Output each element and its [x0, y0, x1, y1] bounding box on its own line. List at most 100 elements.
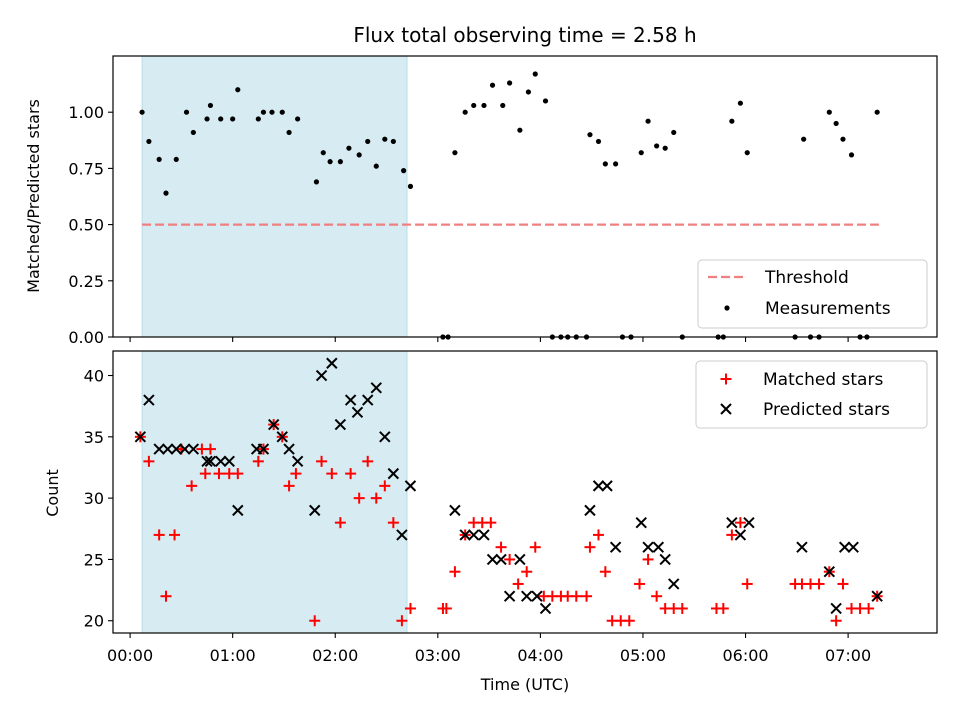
cross-b [521, 590, 533, 602]
measurement-point [204, 116, 210, 122]
measurement-point [471, 102, 477, 109]
measurement-point [671, 129, 677, 136]
cross-b [351, 406, 364, 419]
predicted-star-point [495, 553, 507, 566]
cross-b [326, 357, 338, 369]
measurement-point [532, 71, 538, 77]
cross-b [601, 480, 613, 492]
matched-star-point [440, 602, 452, 614]
measurement-point [356, 152, 362, 158]
predicted-star-point [726, 516, 738, 529]
cross-b [539, 602, 552, 615]
predicted-star-point [539, 602, 552, 615]
matched-star-point [387, 517, 399, 529]
measurement-point [407, 183, 414, 189]
predicted-star-point [204, 455, 217, 468]
bottom-xtick-label: 03:00 [415, 646, 461, 665]
predicted-star-point [468, 529, 480, 541]
predicted-star-point [179, 443, 191, 455]
measurement-point [260, 109, 267, 115]
matched-star-point [252, 455, 264, 467]
matched-star-point [741, 578, 753, 590]
matched-star-point [309, 615, 321, 627]
legend-measurements-label: Measurements [765, 299, 891, 319]
measurement-point [587, 132, 593, 138]
cross-b [659, 553, 671, 566]
predicted-star-point [584, 504, 596, 517]
predicted-star-point [592, 480, 605, 492]
measurement-point [613, 161, 619, 167]
matched-star-point [326, 468, 338, 480]
matched-star-point [726, 529, 738, 541]
measurement-point [163, 190, 169, 196]
top-ytick-label: 0.50 [68, 216, 104, 235]
measurement-point [729, 118, 735, 124]
matched-star-point [830, 615, 842, 627]
matched-star-point [379, 480, 391, 492]
matched-star-point [837, 578, 849, 590]
cross-b [143, 394, 155, 406]
matched-star-point [449, 566, 461, 578]
predicted-star-point [170, 443, 182, 455]
cross-b [635, 516, 647, 529]
top-ylabel: Matched/Predicted stars [24, 99, 43, 293]
measurement-point [452, 150, 458, 156]
measurement-point [840, 136, 846, 142]
measurement-point [346, 145, 352, 151]
predicted-star-point [187, 443, 200, 455]
measurement-point [602, 161, 608, 167]
measurement-point [269, 109, 275, 115]
bottom-ytick-label: 30 [84, 489, 104, 508]
matched-star-point [370, 492, 382, 504]
matched-star-point [813, 578, 825, 590]
predicted-star-point [153, 443, 165, 455]
cross-b [201, 455, 213, 468]
cross-b [204, 455, 217, 468]
cross-b [609, 541, 622, 553]
cross-b [514, 553, 526, 566]
bottom-xtick-label: 07:00 [825, 646, 871, 665]
measurement-point [183, 109, 190, 115]
cross-b [334, 418, 347, 431]
cross-b [449, 504, 461, 517]
cross-b [468, 529, 480, 541]
predicted-star-point [531, 590, 543, 602]
cross-b [743, 516, 755, 529]
cross-b [257, 443, 270, 455]
bottom-xtick-label: 01:00 [210, 646, 256, 665]
measurement-point [373, 163, 379, 169]
cross-b [796, 541, 808, 553]
legend-matched-label: Matched stars [763, 370, 883, 390]
predicted-star-point [871, 590, 883, 602]
measurement-point [320, 150, 326, 156]
predicted-star-point [351, 406, 364, 419]
measurement-point [365, 138, 371, 145]
matched-star-point [717, 602, 729, 614]
predicted-star-point [459, 529, 471, 541]
predicted-star-point [223, 455, 235, 468]
measurement-point [295, 116, 301, 122]
predicted-star-point [486, 553, 499, 566]
cross-b [726, 516, 738, 529]
predicted-star-point [291, 455, 304, 468]
figure-title: Flux total observing time = 2.58 h [353, 23, 696, 47]
predicted-star-point [823, 565, 836, 578]
matched-star-point [581, 590, 593, 602]
cross-b [838, 541, 851, 553]
legend-matched-swatch [720, 373, 732, 385]
matched-star-point [396, 615, 408, 627]
bottom-axes-frame [112, 350, 938, 634]
matched-star-point [504, 553, 516, 565]
matched-star-point [353, 492, 365, 504]
predicted-star-point [232, 504, 244, 517]
measurement-point [801, 136, 807, 142]
matched-star-point [623, 615, 635, 627]
predicted-star-point [404, 480, 417, 492]
cross-b [486, 553, 499, 566]
predicted-star-point [276, 431, 288, 443]
matched-star-point [593, 529, 605, 541]
predicted-star-point [830, 602, 842, 615]
matched-star-point [160, 590, 172, 602]
matched-star-point [584, 541, 596, 553]
